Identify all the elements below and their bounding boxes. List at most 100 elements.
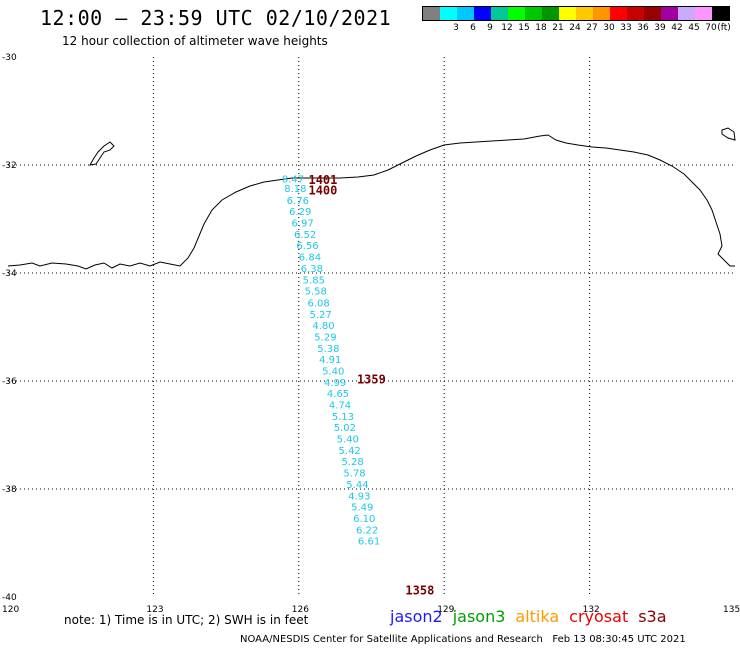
coast-fragment bbox=[721, 127, 736, 141]
legend-swatch bbox=[661, 7, 678, 20]
legend-label: 21 bbox=[552, 23, 564, 33]
legend-label: 18 bbox=[535, 23, 547, 33]
wave-height-value: 4.74 bbox=[329, 401, 351, 412]
legend-label: 39 bbox=[654, 23, 666, 33]
wave-height-value: 5.40 bbox=[337, 435, 359, 446]
pass-time-label: 1359 bbox=[357, 373, 386, 387]
wave-height-value: 8.47 bbox=[282, 174, 304, 185]
latitude-label: -30 bbox=[2, 53, 17, 63]
legend-swatch bbox=[576, 7, 593, 20]
legend-label: 9 bbox=[487, 23, 493, 33]
satellite-jason3: jason3 bbox=[452, 607, 506, 626]
legend-swatch bbox=[525, 7, 542, 20]
longitude-label: 126 bbox=[292, 605, 309, 615]
pass-time-label: 1401 bbox=[308, 173, 337, 187]
legend-swatch bbox=[559, 7, 576, 20]
satellite-legend: jason2 jason3 altika cryosat s3a bbox=[390, 607, 667, 626]
credit-text: NOAA/NESDIS Center for Satellite Applica… bbox=[240, 634, 543, 645]
color-legend: 3 6 9 12 15 18 21 24 27 30 33 36 39 42 45 70 (ft) bbox=[422, 6, 731, 35]
legend-swatch bbox=[695, 7, 712, 20]
wave-height-value: 8.18 bbox=[284, 184, 306, 195]
legend-swatch bbox=[644, 7, 661, 20]
legend-swatch bbox=[423, 7, 440, 20]
legend-label: 3 bbox=[453, 23, 459, 33]
wave-height-value: 4.93 bbox=[348, 491, 370, 502]
latitude-label: -36 bbox=[2, 377, 17, 387]
longitude-label: 123 bbox=[146, 605, 163, 615]
wave-height-value: 5.44 bbox=[346, 480, 368, 491]
wave-height-value: 5.38 bbox=[317, 344, 339, 355]
legend-label: 33 bbox=[620, 23, 632, 33]
legend-swatches bbox=[422, 6, 730, 21]
wave-height-value: 5.27 bbox=[309, 310, 331, 321]
wave-height-value: 5.42 bbox=[339, 446, 361, 457]
note-text: note: 1) Time is in UTC; 2) SWH is in fe… bbox=[64, 613, 309, 627]
wave-height-value: 5.49 bbox=[351, 503, 373, 514]
wave-height-value: 6.76 bbox=[287, 196, 309, 207]
pass-time-label: 1358 bbox=[405, 583, 434, 597]
satellite-cryosat: cryosat bbox=[569, 607, 629, 626]
wave-height-value: 6.61 bbox=[358, 537, 380, 548]
satellite-altika: altika bbox=[515, 607, 560, 626]
wave-height-value: 5.02 bbox=[334, 423, 356, 434]
legend-label: 24 bbox=[569, 23, 581, 33]
wave-height-value: 6.29 bbox=[289, 207, 311, 218]
map-subtitle: 12 hour collection of altimeter wave hei… bbox=[62, 34, 328, 48]
wave-height-value: 4.65 bbox=[327, 389, 349, 400]
latitude-label: -32 bbox=[2, 161, 17, 171]
satellite-jason2: jason2 bbox=[390, 607, 443, 626]
longitude-label: 129 bbox=[437, 605, 454, 615]
legend-swatch bbox=[542, 7, 559, 20]
legend-swatch bbox=[508, 7, 525, 20]
legend-swatch bbox=[610, 7, 627, 20]
legend-label: 36 bbox=[637, 23, 649, 33]
legend-label: 12 bbox=[501, 23, 513, 33]
map-title: 12:00 – 23:59 UTC 02/10/2021 bbox=[40, 6, 392, 30]
legend-labels: 3 6 9 12 15 18 21 24 27 30 33 36 39 42 45 70 (ft) bbox=[422, 21, 731, 35]
wave-height-value: 5.78 bbox=[343, 469, 365, 480]
wave-height-value: 6.84 bbox=[299, 253, 321, 264]
wave-height-value: 6.38 bbox=[301, 264, 323, 275]
latitude-label: -38 bbox=[2, 485, 17, 495]
wave-height-value: 6.10 bbox=[353, 514, 375, 525]
pass-time-label: 1400 bbox=[308, 184, 337, 198]
legend-swatch bbox=[474, 7, 491, 20]
wave-height-value: 5.85 bbox=[303, 275, 325, 286]
longitude-label: 120 bbox=[2, 605, 19, 615]
latitude-label: -34 bbox=[2, 269, 17, 279]
legend-label: 45 bbox=[688, 23, 700, 33]
longitude-label: 135 bbox=[723, 605, 740, 615]
island-outline bbox=[89, 141, 115, 166]
legend-swatch bbox=[678, 7, 695, 20]
coastline bbox=[7, 134, 735, 270]
wave-height-value: 6.08 bbox=[308, 298, 330, 309]
legend-swatch bbox=[491, 7, 508, 20]
wave-height-value: 5.40 bbox=[322, 367, 344, 378]
legend-swatch bbox=[712, 7, 729, 20]
longitude-label: 132 bbox=[583, 605, 600, 615]
wave-height-value: 6.52 bbox=[294, 230, 316, 241]
legend-unit: (ft) bbox=[717, 23, 731, 33]
legend-swatch bbox=[457, 7, 474, 20]
axis-labels: -30 -32 -34 -36 -38 -40 120 123 126 129 132 135 bbox=[2, 53, 740, 615]
latitude-label: -40 bbox=[2, 593, 17, 603]
wave-height-value: 6.22 bbox=[356, 525, 378, 536]
footer-credit: NOAA/NESDIS Center for Satellite Applica… bbox=[240, 634, 686, 645]
legend-swatch bbox=[627, 7, 644, 20]
legend-label: 27 bbox=[586, 23, 598, 33]
wave-height-value: 4.99 bbox=[324, 378, 346, 389]
wave-height-value: 6.97 bbox=[292, 219, 314, 230]
legend-label: 70 bbox=[705, 23, 717, 33]
legend-label: 30 bbox=[603, 23, 615, 33]
legend-swatch bbox=[440, 7, 457, 20]
wave-height-value: 5.29 bbox=[314, 333, 336, 344]
wave-height-value: 5.58 bbox=[305, 287, 327, 298]
legend-swatch bbox=[593, 7, 610, 20]
legend-label: 6 bbox=[470, 23, 476, 33]
wave-height-value: 4.80 bbox=[312, 321, 334, 332]
satellite-s3a: s3a bbox=[638, 607, 667, 626]
wave-height-value: 5.28 bbox=[341, 457, 363, 468]
legend-label: 42 bbox=[671, 23, 683, 33]
wave-height-value: 4.91 bbox=[319, 355, 341, 366]
